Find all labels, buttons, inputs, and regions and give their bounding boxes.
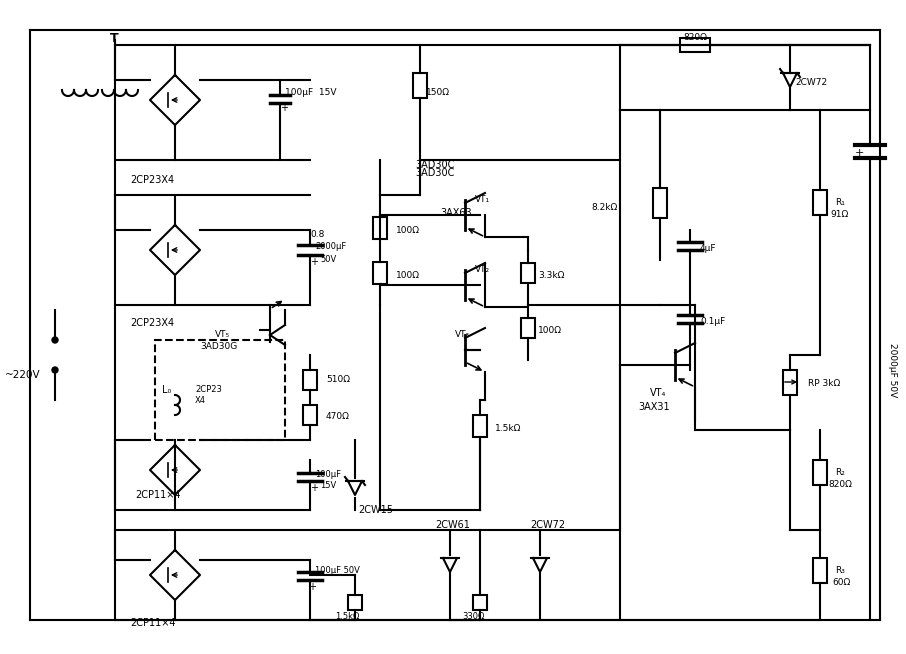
Text: L₀: L₀ bbox=[162, 385, 171, 395]
Bar bbox=[653, 188, 667, 218]
Circle shape bbox=[52, 367, 58, 373]
Bar bbox=[348, 595, 362, 610]
FancyBboxPatch shape bbox=[155, 340, 285, 440]
Text: 820Ω: 820Ω bbox=[683, 33, 707, 42]
Text: 2CP23X4: 2CP23X4 bbox=[130, 318, 174, 328]
Text: 3AD30C: 3AD30C bbox=[415, 168, 455, 178]
Text: 0.1μF: 0.1μF bbox=[700, 317, 725, 326]
Bar bbox=[373, 217, 387, 239]
Text: 820Ω: 820Ω bbox=[828, 480, 852, 489]
Text: 3.3kΩ: 3.3kΩ bbox=[538, 271, 564, 280]
Text: X4: X4 bbox=[195, 396, 206, 405]
Text: VT₄: VT₄ bbox=[650, 388, 667, 398]
Bar bbox=[521, 263, 535, 283]
Bar bbox=[303, 370, 317, 390]
Text: 2CP23: 2CP23 bbox=[195, 385, 222, 394]
Text: 60Ω: 60Ω bbox=[832, 578, 850, 587]
Text: 1.5kΩ: 1.5kΩ bbox=[335, 612, 360, 621]
Text: 470Ω: 470Ω bbox=[326, 412, 350, 421]
Text: ~220V: ~220V bbox=[5, 370, 41, 380]
Text: 3AX31: 3AX31 bbox=[638, 402, 670, 412]
Text: 3AX63: 3AX63 bbox=[440, 208, 472, 218]
Text: VT₂: VT₂ bbox=[475, 265, 490, 274]
Text: 15V: 15V bbox=[320, 481, 336, 490]
Bar bbox=[521, 318, 535, 338]
Text: 3AD30G: 3AD30G bbox=[200, 342, 237, 351]
Text: 50V: 50V bbox=[320, 255, 336, 264]
Text: 2CP11×4: 2CP11×4 bbox=[130, 618, 176, 628]
Text: 2000μF 50V: 2000μF 50V bbox=[889, 343, 898, 397]
Text: VT₁: VT₁ bbox=[475, 195, 490, 204]
Text: 150Ω: 150Ω bbox=[426, 88, 450, 97]
Text: +: + bbox=[310, 257, 318, 267]
Text: 100μF  15V: 100μF 15V bbox=[285, 88, 336, 97]
Bar bbox=[303, 405, 317, 425]
Text: 2CW72: 2CW72 bbox=[530, 520, 565, 530]
Bar bbox=[813, 460, 827, 485]
Text: 330Ω: 330Ω bbox=[462, 612, 485, 621]
Bar bbox=[473, 595, 487, 610]
Text: 510Ω: 510Ω bbox=[326, 375, 350, 384]
Text: VT₅: VT₅ bbox=[215, 330, 230, 339]
Text: T: T bbox=[110, 32, 119, 45]
Text: 0.8: 0.8 bbox=[310, 230, 324, 239]
Text: 1.5kΩ: 1.5kΩ bbox=[495, 424, 521, 433]
Text: R₂: R₂ bbox=[835, 468, 845, 477]
Text: +: + bbox=[308, 582, 316, 592]
Text: R₁: R₁ bbox=[835, 198, 845, 207]
Text: 100Ω: 100Ω bbox=[396, 226, 420, 235]
Text: +: + bbox=[280, 103, 288, 113]
Text: 3AD30C: 3AD30C bbox=[415, 160, 455, 170]
Circle shape bbox=[52, 337, 58, 343]
Text: 4μF: 4μF bbox=[700, 244, 717, 253]
Text: VT₃: VT₃ bbox=[455, 330, 470, 339]
Text: 100Ω: 100Ω bbox=[538, 326, 562, 335]
Text: R₃: R₃ bbox=[835, 566, 845, 575]
Bar bbox=[473, 415, 487, 437]
Bar bbox=[680, 38, 710, 52]
Text: 2CP23X4: 2CP23X4 bbox=[130, 175, 174, 185]
Text: 2CW61: 2CW61 bbox=[435, 520, 470, 530]
Text: 8.2kΩ: 8.2kΩ bbox=[592, 203, 618, 212]
Text: RP 3kΩ: RP 3kΩ bbox=[808, 379, 840, 388]
Bar bbox=[813, 190, 827, 215]
Text: 2CW15: 2CW15 bbox=[358, 505, 393, 515]
Text: 2000μF: 2000μF bbox=[315, 242, 346, 251]
Text: 91Ω: 91Ω bbox=[830, 210, 848, 219]
Text: +: + bbox=[855, 148, 864, 158]
Text: 2CP11×4: 2CP11×4 bbox=[135, 490, 180, 500]
Bar bbox=[413, 73, 427, 98]
Bar bbox=[373, 262, 387, 284]
Text: 2CW72: 2CW72 bbox=[795, 78, 827, 87]
Text: 100μF 50V: 100μF 50V bbox=[315, 566, 360, 575]
Text: +: + bbox=[310, 483, 318, 493]
Text: 100Ω: 100Ω bbox=[396, 271, 420, 280]
Text: 100μF: 100μF bbox=[315, 470, 341, 479]
Bar bbox=[813, 558, 827, 583]
Bar bbox=[783, 370, 797, 395]
